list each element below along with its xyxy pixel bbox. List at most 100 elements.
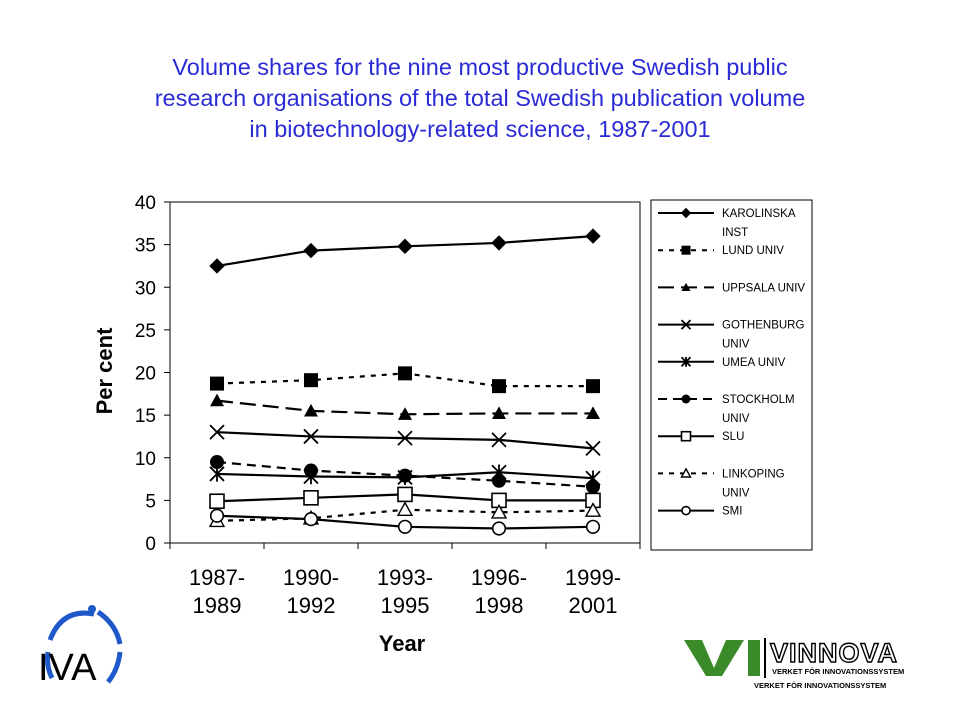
legend-label: SMI (722, 506, 742, 518)
title-line-2: research organisations of the total Swed… (154, 85, 806, 111)
x-tick-label: 1990-1992 (283, 565, 339, 618)
legend-label: KAROLINSKA INST (722, 208, 796, 239)
data-point (303, 242, 319, 259)
legend-label: GOTHENBURG UNIV (722, 320, 804, 351)
data-point (585, 519, 601, 534)
data-point (397, 238, 413, 255)
y-tick-label: 20 (135, 364, 156, 385)
data-point (681, 394, 691, 404)
x-tick-label: 1999-2001 (565, 565, 621, 618)
x-tick-label: 1987-1989 (189, 565, 245, 618)
legend-label: STOCKHOLM UNIV (722, 394, 795, 425)
data-point (680, 319, 692, 330)
data-point (304, 373, 318, 388)
legend-label: UPPSALA UNIV (722, 282, 805, 294)
legend-box (650, 199, 813, 551)
legend-label: UMEA UNIV (722, 357, 786, 369)
data-point (490, 503, 508, 519)
iva-logo: IVA (38, 605, 123, 689)
data-point (398, 468, 412, 483)
legend-label: LINKOPING UNIV (722, 468, 785, 499)
title-line-3: in biotechnology-related science, 1987-2… (249, 116, 711, 142)
title-line-1: Volume shares for the nine most producti… (172, 54, 788, 80)
data-point (680, 430, 692, 442)
x-axis-ticks: 1987-1989 1990-1992 1993-1995 1996-1998 1999… (169, 543, 641, 618)
legend-item: UPPSALA UNIV (658, 282, 805, 294)
data-point (680, 356, 692, 367)
legend-label: LUND UNIV (722, 245, 784, 257)
y-tick-label: 15 (135, 406, 156, 427)
data-point (681, 282, 691, 291)
data-point (492, 379, 506, 394)
series-karolinska-inst (209, 228, 601, 274)
data-point (303, 490, 319, 506)
legend-item: STOCKHOLM UNIV (658, 394, 795, 425)
data-point (210, 393, 224, 407)
y-axis-title: Per cent (92, 327, 117, 414)
vinnova-tagline: VERKET FÖR INNOVATIONSSYSTEM (772, 667, 904, 676)
data-point (303, 512, 319, 527)
data-point (681, 505, 691, 516)
legend-label: SLU (722, 431, 744, 443)
x-tick-label: 1993-1995 (377, 565, 433, 618)
y-tick-label: 30 (135, 278, 156, 299)
legend-item: KAROLINSKA INST (658, 207, 796, 239)
data-point (304, 463, 318, 478)
data-point (210, 455, 224, 470)
data-point (396, 501, 414, 517)
series-uppsala-univ (210, 393, 600, 420)
y-axis-ticks: 0 5 10 15 20 25 30 35 40 (135, 193, 170, 555)
data-point (398, 407, 412, 420)
data-point (491, 432, 507, 448)
y-tick-label: 40 (135, 193, 156, 214)
y-tick-label: 5 (145, 491, 156, 512)
iva-logo-text: IVA (38, 647, 97, 689)
data-point (586, 379, 600, 394)
data-point (586, 406, 600, 420)
data-point (397, 519, 413, 534)
x-axis-title: Year (379, 631, 426, 656)
vinnova-tagline-2: VERKET FÖR INNOVATIONSSYSTEM (754, 681, 886, 690)
series-smi (209, 508, 601, 536)
data-point (210, 376, 224, 391)
data-point (491, 235, 507, 251)
data-point (491, 521, 507, 536)
data-point (492, 406, 506, 420)
y-tick-label: 25 (135, 321, 156, 342)
data-point (397, 430, 413, 446)
data-point (398, 366, 412, 381)
data-point (304, 403, 318, 417)
chart-title: Volume shares for the nine most producti… (80, 52, 880, 145)
legend-item: LINKOPING UNIV (658, 467, 785, 499)
data-point (209, 493, 225, 510)
series-slu (209, 486, 601, 510)
data-point (584, 502, 602, 517)
legend-item: UMEA UNIV (658, 356, 786, 369)
legend-item: SLU (658, 430, 744, 443)
iva-swirl (45, 605, 123, 684)
vinnova-wordmark: VINNOVA (770, 638, 898, 668)
series-layer (208, 228, 602, 536)
data-point (303, 428, 319, 445)
legend-item: LUND UNIV (658, 245, 784, 257)
series-line (216, 431, 594, 450)
data-point (397, 486, 413, 503)
data-point (209, 508, 225, 523)
vinnova-vi-mark (684, 640, 760, 676)
data-point (680, 467, 692, 478)
data-point (585, 228, 601, 244)
series-stockholm-univ (210, 455, 600, 494)
data-point (492, 473, 506, 488)
y-tick-label: 35 (135, 236, 156, 257)
data-point (209, 258, 225, 274)
data-point (681, 245, 691, 255)
y-tick-label: 10 (135, 449, 156, 470)
y-tick-label: 0 (145, 534, 156, 555)
vinnova-logo: VINNOVA VERKET FÖR INNOVATIONSSYSTEM VER… (684, 637, 904, 690)
series-gothenburg-univ (209, 424, 601, 457)
data-point (209, 424, 225, 440)
data-point (586, 479, 600, 494)
legend-item: GOTHENBURG UNIV (658, 319, 804, 351)
data-point (585, 440, 601, 457)
